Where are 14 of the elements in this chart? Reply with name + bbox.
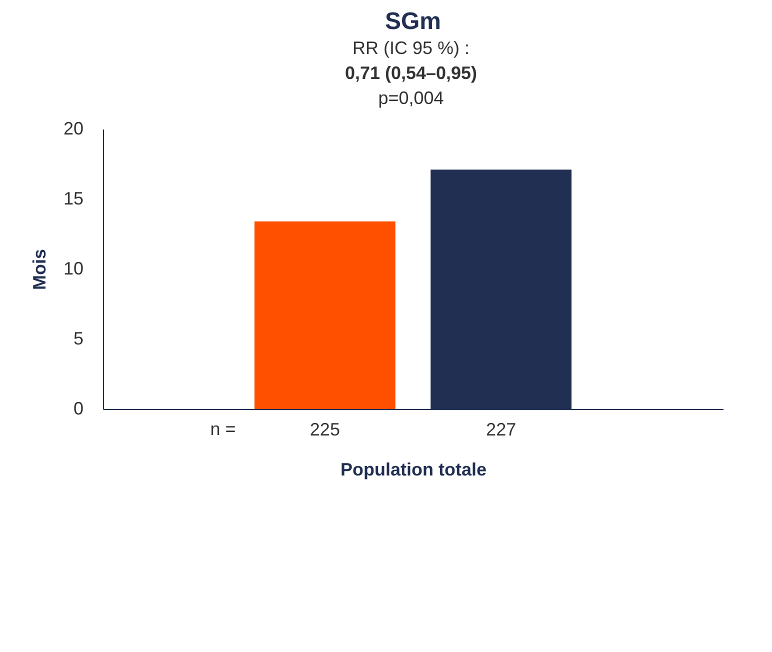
y-tick-label: 10 <box>63 258 84 278</box>
y-axis-title: Mois <box>29 248 50 290</box>
y-tick-label: 0 <box>73 398 84 418</box>
x-axis-title: Population totale <box>340 460 486 480</box>
y-tick-label: 20 <box>63 118 84 138</box>
text: p=0,004 <box>378 88 444 108</box>
text: n = <box>210 419 236 439</box>
text: RR (IC 95 %) : <box>352 38 470 58</box>
y-tick-label: 15 <box>63 188 84 208</box>
text: 0,71 (0,54–0,95) <box>344 63 478 83</box>
y-tick-label: 5 <box>73 328 84 348</box>
x-tick-label: 225 <box>310 420 340 440</box>
x-tick-label: 227 <box>486 420 516 440</box>
chart-title: SGm <box>384 8 442 35</box>
